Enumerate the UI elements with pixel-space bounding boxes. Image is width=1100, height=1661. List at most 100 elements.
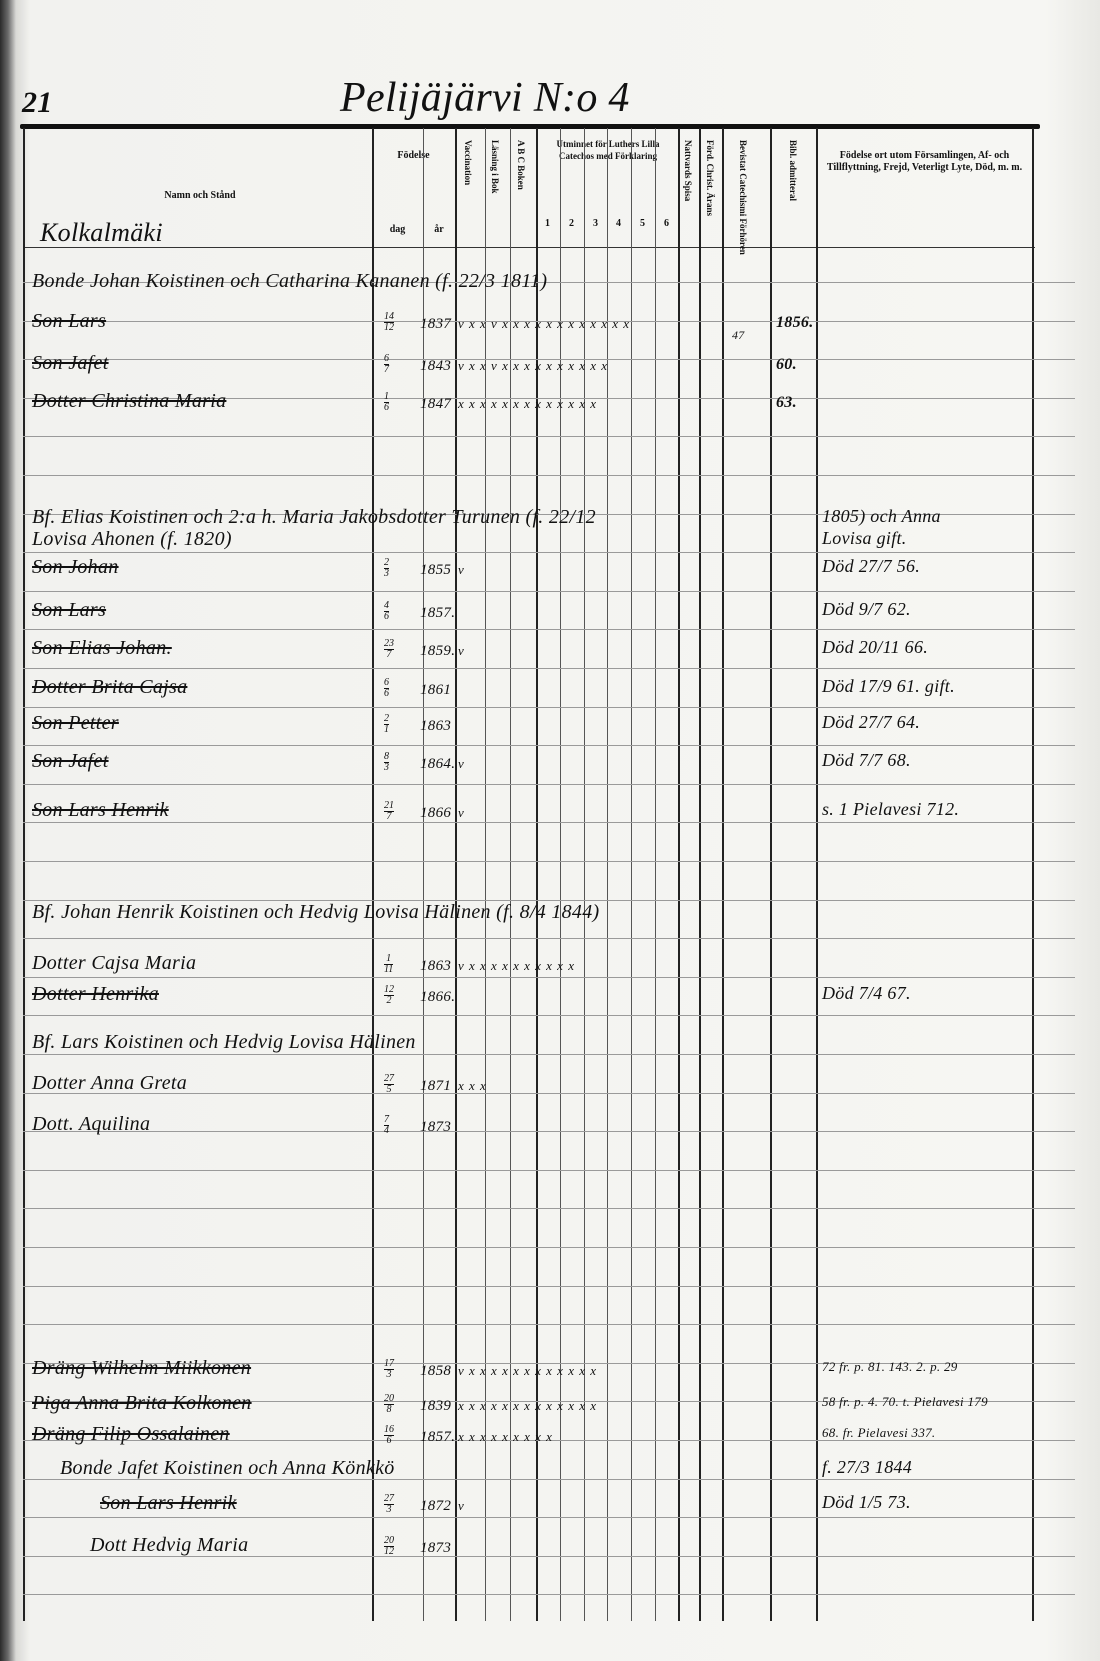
birth-day: 27 bbox=[384, 1073, 394, 1085]
row-line bbox=[23, 629, 1075, 631]
birth-day: 12 bbox=[384, 984, 394, 996]
entry-name: Bf. Elias Koistinen och 2:a h. Maria Jak… bbox=[32, 506, 596, 528]
reading-marks: v x x v x x x x x x x x x x bbox=[458, 358, 609, 373]
row-line bbox=[23, 1169, 1075, 1171]
column-line bbox=[455, 128, 457, 1621]
column-line bbox=[770, 128, 772, 1621]
birth-year: 1859. bbox=[420, 643, 456, 659]
reading-marks: v bbox=[458, 756, 465, 771]
reading-marks: x x x bbox=[458, 1078, 487, 1093]
reading-marks: v bbox=[458, 643, 465, 658]
column-line bbox=[607, 128, 608, 1621]
birth-day: 17 bbox=[384, 1358, 394, 1370]
header-year: år bbox=[434, 224, 444, 235]
header-christendom: Förd. Christ. Ärans bbox=[705, 140, 715, 216]
row-line bbox=[23, 359, 1075, 361]
birth-month: 2 bbox=[386, 995, 392, 1006]
column-line bbox=[699, 128, 701, 1621]
entry-name: Bonde Jafet Koistinen och Anna Könkkö bbox=[60, 1457, 395, 1479]
reading-marks: x x x x x x x x x bbox=[458, 1429, 553, 1444]
entry-name: Dotter Anna Greta bbox=[32, 1072, 188, 1094]
column-line bbox=[423, 128, 424, 1621]
entry-name: Son Jafet bbox=[32, 750, 109, 772]
birth-day: 16 bbox=[384, 1424, 394, 1436]
row-line bbox=[23, 938, 1075, 940]
page-number: 21 bbox=[22, 86, 53, 119]
row-line bbox=[23, 745, 1075, 747]
header-admitted: Bibl. admitteral bbox=[788, 140, 798, 201]
reading-marks: v x x x x x x x x x x x x bbox=[458, 1363, 598, 1378]
row-line bbox=[23, 1208, 1075, 1210]
birth-year: 1861 bbox=[420, 682, 452, 698]
entry-name: Dott Hedvig Maria bbox=[90, 1534, 249, 1556]
entry-name: Son Lars bbox=[32, 310, 107, 332]
birth-day: 7 bbox=[384, 1114, 389, 1126]
header-catechism-col: 4 bbox=[616, 218, 621, 229]
row-line bbox=[23, 1324, 1075, 1326]
remarks: Död 17/9 61. gift. bbox=[822, 676, 955, 696]
remarks: Död 7/4 67. bbox=[822, 983, 911, 1003]
birth-month: 3 bbox=[386, 1369, 392, 1380]
column-line bbox=[722, 128, 724, 1621]
birth-month: 5 bbox=[386, 1084, 392, 1095]
top-rule bbox=[20, 124, 1040, 129]
birth-month: 6 bbox=[384, 402, 389, 413]
header-reading: Läsning i Bok bbox=[490, 140, 500, 194]
birth-day: 20 bbox=[384, 1535, 394, 1547]
remarks: Död 27/7 56. bbox=[822, 556, 921, 576]
entry-name: Bf. Lars Koistinen och Hedvig Lovisa Häl… bbox=[32, 1031, 416, 1053]
remarks: 58 fr. p. 4. 70. t. Pielavesi 179 bbox=[822, 1394, 988, 1409]
birth-day: 8 bbox=[384, 751, 389, 763]
reading-marks: v x x x x x x x x x x bbox=[458, 958, 575, 973]
village-name: Kolkalmäki bbox=[40, 218, 163, 247]
entry-name: Son Lars Henrik bbox=[32, 799, 169, 821]
header-catechism-col: 1 bbox=[545, 218, 550, 229]
header-catechism: Utminnet för Luthers Lilla Catechos med … bbox=[556, 139, 660, 161]
header-birth: Födelse bbox=[397, 150, 430, 161]
birth-year: 1855 bbox=[420, 562, 452, 578]
birth-day-month: 20 8 bbox=[384, 1394, 394, 1415]
column-line bbox=[536, 128, 538, 1621]
birth-month: 3 bbox=[384, 762, 389, 773]
birth-day-month: 1 11 bbox=[384, 954, 394, 975]
row-line bbox=[23, 475, 1075, 476]
row-line bbox=[23, 513, 1075, 515]
admitted-year: 63. bbox=[776, 394, 797, 411]
header-catechism-col: 5 bbox=[640, 218, 645, 229]
birth-month: 7 bbox=[386, 811, 392, 822]
entry-name: Dräng Filip Ossalainen bbox=[32, 1423, 230, 1445]
birth-year: 1863 bbox=[420, 958, 452, 974]
row-line bbox=[23, 397, 1075, 399]
remarks: Död 9/7 62. bbox=[822, 599, 911, 619]
column-line bbox=[560, 128, 561, 1621]
birth-year: 1863 bbox=[420, 718, 452, 734]
column-line bbox=[372, 128, 374, 1621]
entry-name: Dotter Brita Cajsa bbox=[32, 676, 188, 698]
entry-name: Lovisa Ahonen (f. 1820) bbox=[32, 528, 232, 550]
exam-mark: 47 bbox=[732, 328, 745, 342]
birth-day-month: 20 12 bbox=[384, 1536, 394, 1557]
reading-marks: x x x x x x x x x x x x x bbox=[458, 1398, 598, 1413]
birth-month: 12 bbox=[384, 322, 394, 333]
reading-marks: x x x x x x x x x x x x x bbox=[458, 396, 598, 411]
birth-day: 2 bbox=[384, 557, 389, 569]
column-line bbox=[485, 128, 486, 1621]
entry-name: Dott. Aquilina bbox=[32, 1113, 151, 1135]
column-line bbox=[678, 128, 680, 1621]
birth-day-month: 12 2 bbox=[384, 985, 394, 1006]
row-line bbox=[23, 861, 1075, 862]
birth-year: 1873 bbox=[420, 1540, 452, 1556]
row-line bbox=[23, 1285, 1075, 1287]
column-line bbox=[816, 128, 818, 1621]
entry-name: Dräng Wilhelm Miikkonen bbox=[32, 1357, 252, 1379]
birth-day: 1 bbox=[384, 954, 394, 965]
birth-year: 1839 bbox=[420, 1398, 452, 1414]
birth-year: 1857. bbox=[420, 1429, 456, 1445]
entry-name: Bf. Johan Henrik Koistinen och Hedvig Lo… bbox=[32, 901, 600, 923]
row-line bbox=[23, 1594, 1075, 1596]
column-line bbox=[1032, 128, 1034, 1621]
